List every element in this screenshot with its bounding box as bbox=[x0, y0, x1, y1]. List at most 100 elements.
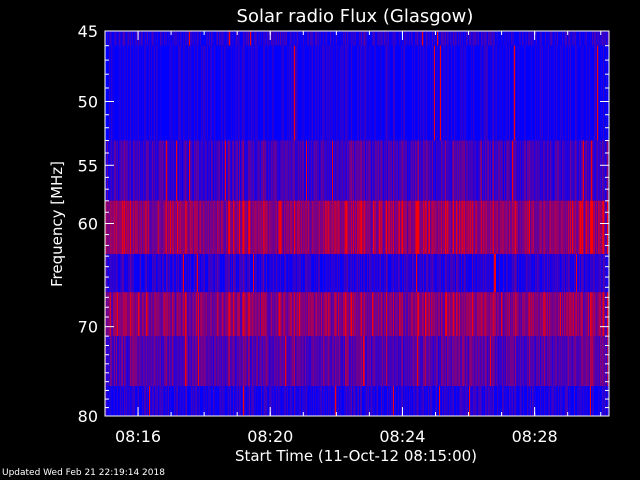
spectrum-cell bbox=[459, 254, 461, 293]
spectrum-cell bbox=[353, 200, 355, 255]
spectrum-cell bbox=[602, 45, 604, 141]
spectrum-cell bbox=[578, 45, 580, 141]
spectrum-cell bbox=[563, 140, 565, 201]
spectrum-cell bbox=[572, 292, 574, 337]
spectrum-cell bbox=[193, 254, 195, 293]
spectrum-cell bbox=[567, 336, 569, 387]
spectrum-cell bbox=[606, 200, 608, 255]
spectrum-cell bbox=[280, 200, 282, 255]
spectrum-cell bbox=[338, 386, 340, 416]
spectrum-cell bbox=[312, 292, 314, 337]
spectrum-cell bbox=[394, 292, 396, 337]
spectrum-cell bbox=[459, 292, 461, 337]
spectrum-cell bbox=[434, 292, 436, 337]
spectrum-cell bbox=[408, 386, 410, 416]
spectrum-cell bbox=[328, 386, 330, 416]
spectrum-cell bbox=[368, 336, 370, 387]
spectrum-cell bbox=[298, 31, 300, 46]
spectrum-cell bbox=[492, 140, 494, 201]
spectrum-cell bbox=[606, 292, 608, 337]
spectrum-cell bbox=[357, 254, 359, 293]
spectrum-cell bbox=[593, 31, 595, 46]
spectrum-cell bbox=[552, 254, 554, 293]
spectrum-cell bbox=[177, 31, 179, 46]
spectrum-cell bbox=[333, 292, 335, 337]
spectrum-cell bbox=[321, 45, 323, 141]
spectrum-cell bbox=[313, 31, 315, 46]
spectrum-cell bbox=[331, 31, 333, 46]
spectrum-cell bbox=[389, 336, 391, 387]
spectrum-cell bbox=[606, 140, 608, 201]
spectrum-cell bbox=[296, 386, 298, 416]
spectrum-cell bbox=[190, 336, 192, 387]
spectrum-cell bbox=[371, 45, 373, 141]
spectrum-cell bbox=[596, 336, 598, 387]
spectrum-cell bbox=[307, 386, 309, 416]
spectrum-cell bbox=[252, 200, 254, 255]
spectrum-cell bbox=[605, 45, 607, 141]
spectrum-cell bbox=[265, 200, 267, 255]
spectrum-cell bbox=[307, 140, 309, 201]
spectrum-cell bbox=[535, 292, 537, 337]
spectrum-cell bbox=[497, 336, 499, 387]
spectrum-cell bbox=[226, 336, 228, 387]
spectrum-cell bbox=[276, 200, 278, 255]
spectrum-cell bbox=[277, 254, 279, 293]
spectrum-cell bbox=[325, 386, 327, 416]
spectrum-cell bbox=[554, 292, 556, 337]
spectrum-cell bbox=[379, 200, 381, 255]
spectrum-cell bbox=[403, 31, 405, 46]
spectrum-cell bbox=[203, 254, 205, 293]
spectrum-cell bbox=[498, 386, 500, 416]
spectrum-cell bbox=[392, 292, 394, 337]
spectrum-cell bbox=[167, 140, 169, 201]
spectrum-cell bbox=[361, 140, 363, 201]
spectrum-cell bbox=[299, 140, 301, 201]
spectrum-cell bbox=[553, 31, 555, 46]
spectrum-cell bbox=[347, 386, 349, 416]
spectrum-cell bbox=[337, 31, 339, 46]
spectrum-cell bbox=[580, 45, 582, 141]
spectrum-cell bbox=[488, 45, 490, 141]
spectrum-cell bbox=[544, 200, 546, 255]
spectrum-cell bbox=[146, 336, 148, 387]
spectrum-cell bbox=[247, 336, 249, 387]
spectrum-cell bbox=[502, 386, 504, 416]
spectrum-cell bbox=[478, 140, 480, 201]
spectrum-cell bbox=[303, 45, 305, 141]
spectrum-cell bbox=[607, 200, 609, 255]
spectrum-cell bbox=[557, 45, 559, 141]
spectrum-cell bbox=[287, 254, 289, 293]
spectrum-cell bbox=[275, 140, 277, 201]
spectrum-cell bbox=[406, 31, 408, 46]
spectrum-cell bbox=[136, 292, 138, 337]
spectrum-cell bbox=[593, 386, 595, 416]
spectrum-cell bbox=[367, 386, 369, 416]
spectrum-cell bbox=[587, 200, 589, 255]
spectrum-cell bbox=[521, 140, 523, 201]
spectrum-cell bbox=[327, 140, 329, 201]
spectrum-cell bbox=[266, 254, 268, 293]
spectrum-cell bbox=[305, 254, 307, 293]
spectrum-cell bbox=[155, 45, 157, 141]
spectrum-cell bbox=[117, 140, 119, 201]
spectrum-cell bbox=[505, 254, 507, 293]
spectrum-cell bbox=[228, 386, 230, 416]
spectrum-cell bbox=[386, 254, 388, 293]
spectrum-cell bbox=[187, 140, 189, 201]
spectrum-cell bbox=[513, 45, 515, 141]
spectrum-cell bbox=[417, 31, 419, 46]
spectrum-cell bbox=[289, 386, 291, 416]
spectrum-cell bbox=[406, 386, 408, 416]
spectrum-cell bbox=[418, 140, 420, 201]
spectrum-cell bbox=[262, 200, 264, 255]
spectrum-cell bbox=[368, 292, 370, 337]
spectrum-cell bbox=[240, 45, 242, 141]
spectrum-cell bbox=[370, 292, 372, 337]
spectrum-cell bbox=[212, 200, 214, 255]
spectrum-cell bbox=[221, 200, 223, 255]
spectrum-cell bbox=[306, 336, 308, 387]
spectrum-cell bbox=[357, 292, 359, 337]
spectrum-cell bbox=[585, 292, 587, 337]
spectrum-cell bbox=[275, 336, 277, 387]
